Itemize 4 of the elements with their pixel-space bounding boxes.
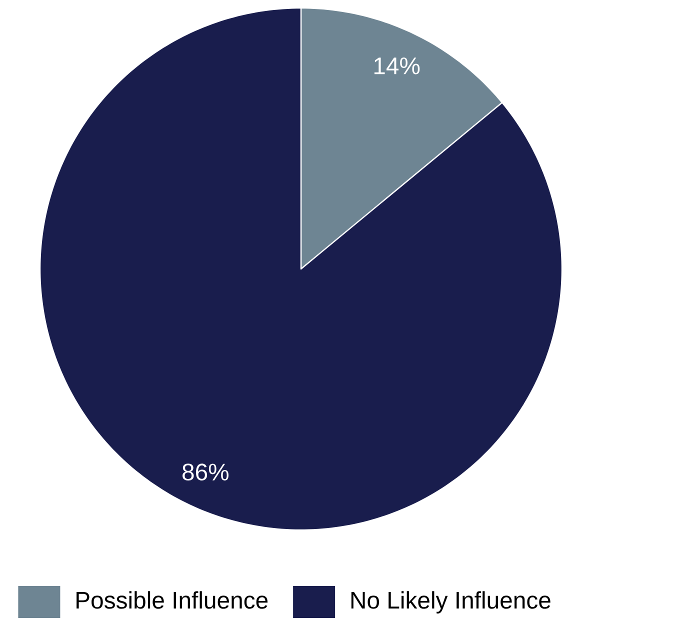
legend-label: Possible Influence	[76, 591, 268, 609]
legend-label: No Likely Influence	[351, 591, 550, 614]
data-label: 14%	[374, 58, 420, 74]
data-label: 86%	[182, 464, 228, 481]
